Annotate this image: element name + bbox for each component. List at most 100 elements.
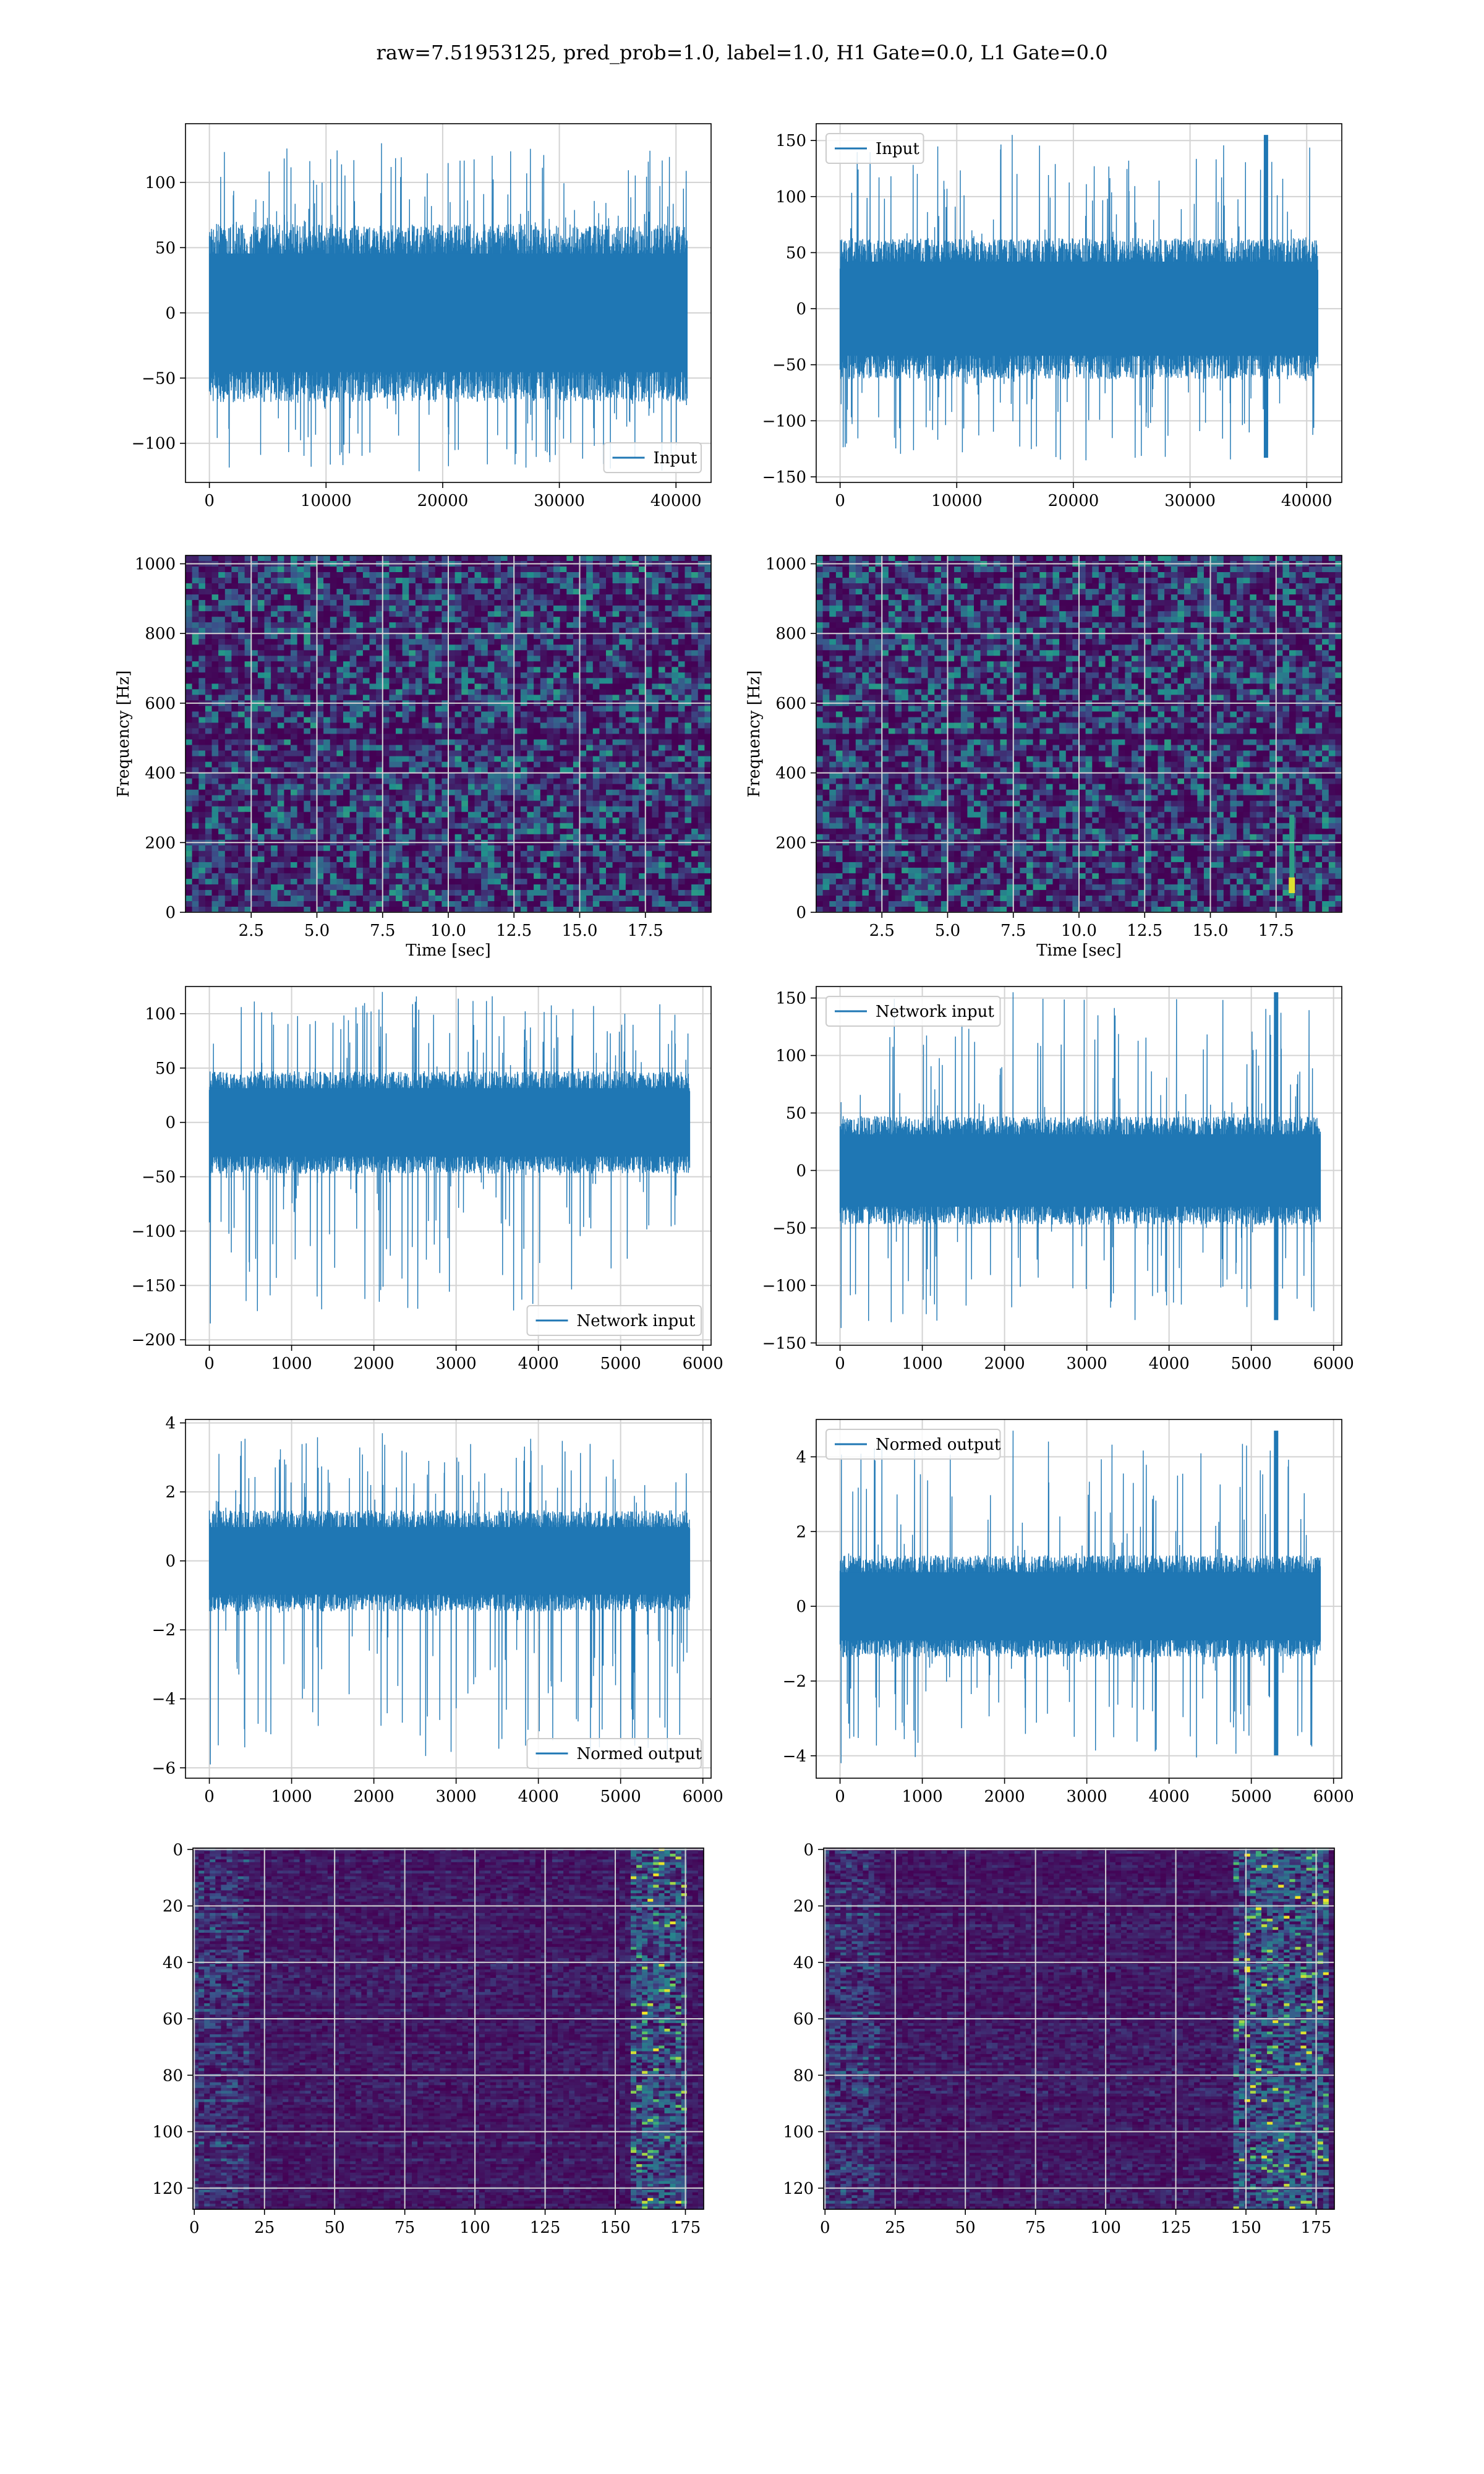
y-tick-label: 2: [165, 1483, 176, 1502]
x-tick-label: 7.5: [1000, 922, 1026, 940]
x-tick-label: 2000: [984, 1355, 1025, 1373]
y-tick-label: −150: [762, 468, 806, 487]
x-tick-label: 2.5: [239, 922, 264, 940]
y-tick-label: 0: [165, 1114, 176, 1132]
series-core: [209, 253, 688, 372]
y-tick-label: 400: [775, 764, 806, 783]
y-tick-label: −100: [132, 435, 176, 453]
y-tick-label: 200: [145, 834, 176, 852]
x-tick-label: 6000: [1313, 1787, 1354, 1806]
legend-box: [825, 1429, 1001, 1460]
y-tick-label: 0: [173, 1841, 183, 1859]
heatmap-cells: [193, 1848, 704, 2210]
legend-label: Normed output: [577, 1745, 702, 1763]
y-tick-label: 60: [163, 2010, 183, 2029]
y-tick-label: 150: [775, 132, 806, 150]
chart-embedding-l1: 0 25 50 75 100 125 150 175 0 20 40 60 80 100 120: [783, 1841, 1335, 2237]
legend-box: [825, 996, 1001, 1027]
x-tick-label: 100: [1090, 2219, 1121, 2237]
x-tick-label: 1000: [902, 1355, 943, 1373]
axes-frame: [816, 123, 1342, 483]
y-tick-label: 600: [775, 695, 806, 713]
y-tick-label: 100: [775, 188, 806, 207]
x-tick-label: 17.5: [1258, 922, 1294, 940]
y-tick-label: 0: [796, 300, 806, 319]
series-core: [840, 261, 1318, 356]
axes-frame: [192, 1847, 704, 2210]
y-tick-label: 0: [165, 1552, 176, 1571]
legend: Normed output: [526, 1738, 702, 1769]
chart-normed-output-h1: 0 1000 2000 3000 4000 5000 6000 −6 −4 −2 0 2 4 Normed…: [152, 1415, 723, 1806]
x-tick-label: 6000: [1313, 1355, 1354, 1373]
y-tick-label: 0: [165, 304, 176, 323]
x-tick-label: 0: [204, 492, 215, 510]
x-tick-label: 4000: [518, 1355, 559, 1373]
x-tick-label: 2.5: [869, 922, 895, 940]
y-tick-label: 0: [803, 1841, 814, 1859]
y-tick-label: −150: [762, 1334, 806, 1353]
x-tick-label: 4000: [1149, 1787, 1190, 1806]
x-tick-label: 1000: [271, 1355, 312, 1373]
x-tick-label: 15.0: [562, 922, 598, 940]
y-tick-label: 0: [796, 1162, 806, 1180]
x-tick-label: 150: [1230, 2219, 1261, 2237]
y-tick-label: −2: [152, 1621, 176, 1640]
y-tick-label: 1000: [765, 555, 806, 574]
chart-normed-output-l1: 0 1000 2000 3000 4000 5000 6000 −4 −2 0 2 4 Normed o…: [783, 1419, 1354, 1806]
y-tick-label: −4: [783, 1747, 806, 1766]
figure-title: raw=7.51953125, pred_prob=1.0, label=1.0…: [0, 41, 1484, 64]
x-tick-label: 30000: [534, 492, 585, 510]
x-tick-label: 10000: [301, 492, 352, 510]
x-tick-label: 2000: [984, 1787, 1025, 1806]
x-tick-label: 20000: [417, 492, 469, 510]
x-tick-label: 0: [204, 1787, 215, 1806]
legend-box: [526, 1305, 702, 1336]
y-tick-label: −50: [772, 356, 806, 375]
y-tick-label: 50: [786, 244, 806, 262]
x-tick-label: 10.0: [430, 922, 466, 940]
x-tick-label: 17.5: [628, 922, 663, 940]
chirp-trace: [1289, 815, 1295, 899]
x-tick-label: 12.5: [1127, 922, 1162, 940]
series-core: [209, 1527, 690, 1595]
y-tick-label: 80: [163, 2066, 183, 2085]
x-tick-label: 2000: [354, 1787, 394, 1806]
axes-frame: [185, 986, 712, 1346]
x-tick-label: 3000: [1067, 1355, 1107, 1373]
y-tick-label: 100: [783, 2123, 814, 2142]
x-tick-label: 1000: [271, 1787, 312, 1806]
x-tick-label: 0: [189, 2219, 200, 2237]
chart-spectrogram-l1: 2.5 5.0 7.5 10.0 12.5 15.0 17.5 0 200 400 600 800 10…: [745, 555, 1342, 960]
x-tick-label: 5000: [1231, 1355, 1272, 1373]
x-tick-label: 100: [459, 2219, 490, 2237]
x-tick-label: 5000: [600, 1355, 641, 1373]
x-tick-label: 150: [600, 2219, 631, 2237]
axes-frame: [185, 555, 712, 913]
legend: Input: [825, 133, 924, 164]
heatmap-cells: [816, 555, 1342, 913]
legend-box: [526, 1738, 702, 1769]
y-tick-label: 150: [775, 990, 806, 1008]
y-tick-label: 1000: [135, 555, 176, 574]
y-tick-label: −100: [132, 1222, 176, 1241]
x-tick-label: 1000: [902, 1787, 943, 1806]
legend: Input: [603, 442, 702, 473]
x-tick-label: 5000: [1231, 1787, 1272, 1806]
y-tick-label: 40: [163, 1954, 183, 1972]
x-tick-label: 4000: [1149, 1355, 1190, 1373]
x-tick-label: 40000: [1281, 492, 1333, 510]
axes-frame: [816, 1419, 1342, 1779]
legend: Network input: [825, 996, 1001, 1027]
x-tick-label: 30000: [1164, 492, 1216, 510]
legend-label: Input: [654, 449, 697, 468]
y-tick-label: −50: [142, 1168, 176, 1187]
x-tick-label: 20000: [1048, 492, 1099, 510]
x-tick-label: 3000: [436, 1787, 477, 1806]
series-core: [840, 1134, 1321, 1207]
x-tick-label: 0: [835, 1787, 845, 1806]
y-tick-label: −150: [132, 1277, 176, 1295]
x-tick-label: 5.0: [304, 922, 330, 940]
y-tick-label: 2: [796, 1523, 806, 1541]
x-tick-label: 75: [394, 2219, 415, 2237]
series-core: [209, 1088, 690, 1157]
